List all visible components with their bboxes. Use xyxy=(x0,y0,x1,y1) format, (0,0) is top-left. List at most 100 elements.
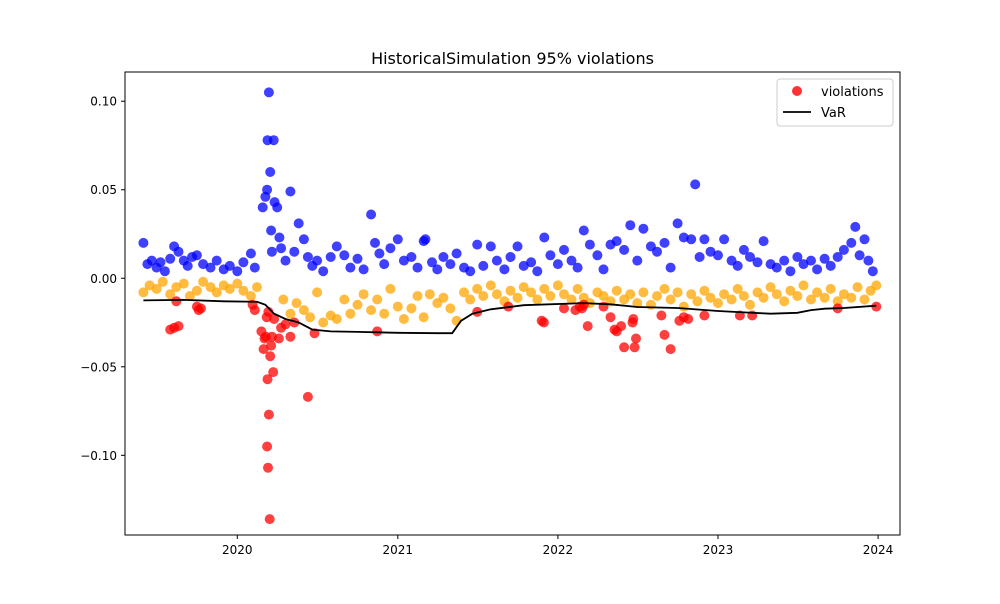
y-axis: −0.10 −0.05 0.00 0.05 0.10 xyxy=(80,95,125,463)
series-1-point-23 xyxy=(312,287,323,298)
violations-point-2 xyxy=(171,296,182,307)
chart-title: HistoricalSimulation 95% violations xyxy=(371,49,654,68)
series-1-point-79 xyxy=(686,289,697,300)
series-0-point-35 xyxy=(280,255,291,266)
violations-point-30 xyxy=(302,391,313,402)
series-0-point-72 xyxy=(499,264,510,275)
series-0-point-62 xyxy=(432,264,443,275)
violations-point-3 xyxy=(173,321,184,332)
violations-point-44 xyxy=(605,312,616,323)
series-0-point-39 xyxy=(298,234,309,245)
series-0-point-122 xyxy=(825,260,836,271)
series-1-point-52 xyxy=(505,285,516,296)
series-1-point-55 xyxy=(526,287,537,298)
series-0-point-100 xyxy=(686,234,697,245)
var-layer xyxy=(143,298,877,335)
series-1-point-26 xyxy=(331,314,342,324)
series-1-point-77 xyxy=(672,287,683,298)
series-1-point-27 xyxy=(339,294,350,305)
series-0-point-125 xyxy=(846,237,857,248)
series-0-point-26 xyxy=(263,87,274,98)
series-0-point-47 xyxy=(345,262,356,273)
violations-point-54 xyxy=(659,329,670,340)
series-0-point-123 xyxy=(832,252,843,262)
series-0-point-24 xyxy=(262,184,273,195)
x-tick-label: 2022 xyxy=(543,543,574,557)
series-0-point-106 xyxy=(719,234,730,245)
series-1-point-34 xyxy=(385,283,396,294)
series-0-point-78 xyxy=(539,232,550,243)
series-0-point-37 xyxy=(289,246,300,257)
violations-point-50 xyxy=(628,314,639,324)
violations-point-59 xyxy=(699,310,710,321)
series-0-point-52 xyxy=(374,248,385,259)
series-0-point-61 xyxy=(427,257,437,268)
series-0-point-129 xyxy=(863,255,874,266)
series-0-point-70 xyxy=(485,241,496,252)
x-tick-label: 2021 xyxy=(383,543,414,557)
series-0-point-27 xyxy=(265,167,276,177)
series-0-point-54 xyxy=(385,243,396,254)
violations-point-48 xyxy=(619,342,630,353)
legend-violations-label: violations xyxy=(821,85,884,100)
series-0-point-126 xyxy=(850,221,861,232)
violations-point-14 xyxy=(262,441,273,452)
series-1-point-99 xyxy=(819,292,830,303)
series-1-point-22 xyxy=(305,312,316,323)
series-0-point-38 xyxy=(293,218,304,229)
series-1-point-81 xyxy=(699,285,710,296)
series-1-point-30 xyxy=(358,289,369,300)
series-0-point-45 xyxy=(331,241,342,252)
series-0-point-14 xyxy=(205,262,216,273)
series-0-point-111 xyxy=(752,257,763,268)
legend-box xyxy=(776,78,894,127)
series-0-point-90 xyxy=(619,244,630,255)
violations-point-8 xyxy=(249,305,260,316)
series-1-point-33 xyxy=(379,308,390,319)
series-0-point-85 xyxy=(584,239,595,250)
series-0-point-82 xyxy=(566,255,577,266)
series-0-point-10 xyxy=(182,260,193,271)
series-1-point-0 xyxy=(138,287,149,298)
legend-violations-marker xyxy=(792,86,802,96)
series-0-point-19 xyxy=(238,257,249,268)
series-0-point-121 xyxy=(819,253,830,264)
violations-point-18 xyxy=(263,409,274,420)
y-tick-label: 0.05 xyxy=(90,183,117,197)
series-0-point-104 xyxy=(705,246,716,257)
series-0-point-49 xyxy=(358,264,369,275)
series-1-point-9 xyxy=(198,276,209,287)
violations-point-20 xyxy=(265,351,276,362)
violations-point-10 xyxy=(258,344,269,355)
series-1-point-95 xyxy=(792,291,803,301)
series-1-point-75 xyxy=(659,283,670,294)
series-1-point-8 xyxy=(191,285,202,296)
series-1-point-16 xyxy=(245,291,256,301)
series-0-point-93 xyxy=(638,223,649,234)
series-1-point-91 xyxy=(765,282,776,293)
series-1-point-84 xyxy=(719,289,730,300)
series-1-point-83 xyxy=(713,298,723,309)
violations-point-21 xyxy=(266,340,277,351)
series-1-point-40 xyxy=(424,289,435,300)
series-0-point-8 xyxy=(173,246,184,257)
violations-point-25 xyxy=(273,333,284,344)
series-1-point-43 xyxy=(445,303,456,314)
series-1-point-103 xyxy=(846,292,857,303)
series-0-point-81 xyxy=(559,244,569,255)
violations-point-27 xyxy=(280,319,291,330)
series-1-point-92 xyxy=(771,289,782,300)
series-0-point-84 xyxy=(578,225,589,236)
series-1-point-39 xyxy=(418,312,429,323)
series-0-point-50 xyxy=(366,209,377,220)
series-0-point-115 xyxy=(779,255,790,266)
series-0-point-73 xyxy=(505,252,516,262)
series-0-point-116 xyxy=(785,266,796,277)
series-1-point-72 xyxy=(638,287,649,298)
series-1-point-32 xyxy=(372,294,383,305)
series-1-point-71 xyxy=(632,298,643,309)
series-1-point-105 xyxy=(859,294,870,305)
series-0-point-12 xyxy=(191,250,202,261)
series-1-point-96 xyxy=(798,280,809,291)
y-tick-label: 0.00 xyxy=(90,272,117,286)
